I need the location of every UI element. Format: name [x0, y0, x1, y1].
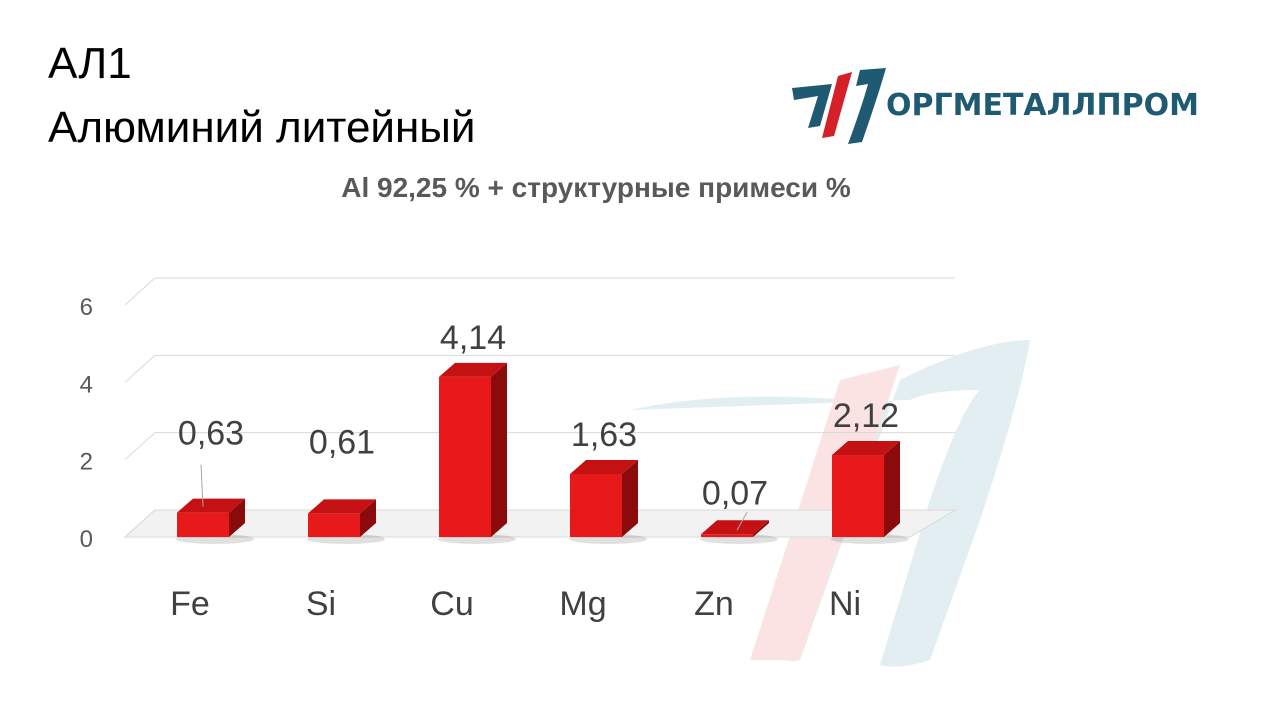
data-label: 1,63 [571, 416, 637, 454]
x-tick-label: Mg [559, 585, 606, 623]
bar [701, 534, 753, 537]
gridline-wall [124, 354, 156, 383]
company-logo [792, 68, 886, 144]
bar-side [622, 459, 638, 537]
x-tick-label: Fe [170, 585, 210, 623]
y-tick-label: 6 [80, 294, 93, 321]
y-tick-label: 4 [80, 371, 93, 398]
logo-text: ОРГМЕТАЛЛПРОМ [886, 88, 1199, 123]
x-tick-label: Si [306, 585, 336, 623]
bar-top [832, 441, 900, 456]
data-label-leader [736, 512, 748, 531]
logo-mark-blue2 [848, 68, 886, 144]
page-title: АЛ1 [48, 39, 132, 88]
bar-side [491, 362, 507, 537]
bar-top [570, 459, 638, 474]
data-label: 0,63 [178, 415, 244, 453]
bar-side [884, 441, 900, 537]
gridline-wall [124, 277, 156, 306]
logo-mark-red [822, 72, 852, 138]
logo-mark-blue [792, 84, 832, 128]
page-subtitle-alloy: Алюминий литейный [48, 103, 476, 152]
bar-top [701, 520, 769, 535]
data-label: 2,12 [833, 397, 899, 435]
bar [439, 376, 491, 537]
bar-side [753, 520, 769, 537]
x-tick-label: Zn [694, 585, 734, 623]
chart-floor [123, 509, 957, 538]
bar [177, 512, 229, 537]
bar-top [439, 362, 507, 377]
data-label: 0,61 [309, 423, 375, 461]
bar-side [360, 499, 376, 537]
gridline-wall [124, 432, 156, 461]
bar-top [177, 498, 245, 513]
chart-title: Al 92,25 % + структурные примеси % [341, 172, 851, 203]
bar [832, 455, 884, 537]
bar-top [308, 499, 376, 514]
y-tick-label: 0 [80, 526, 93, 553]
bar-side [229, 498, 245, 537]
data-label-leader [200, 464, 204, 507]
bar [308, 513, 360, 537]
y-tick-label: 2 [80, 449, 93, 476]
x-tick-label: Ni [829, 585, 861, 623]
bar [570, 473, 622, 537]
x-tick-label: Cu [430, 585, 473, 623]
data-label: 4,14 [440, 319, 506, 357]
data-label: 0,07 [702, 474, 768, 512]
